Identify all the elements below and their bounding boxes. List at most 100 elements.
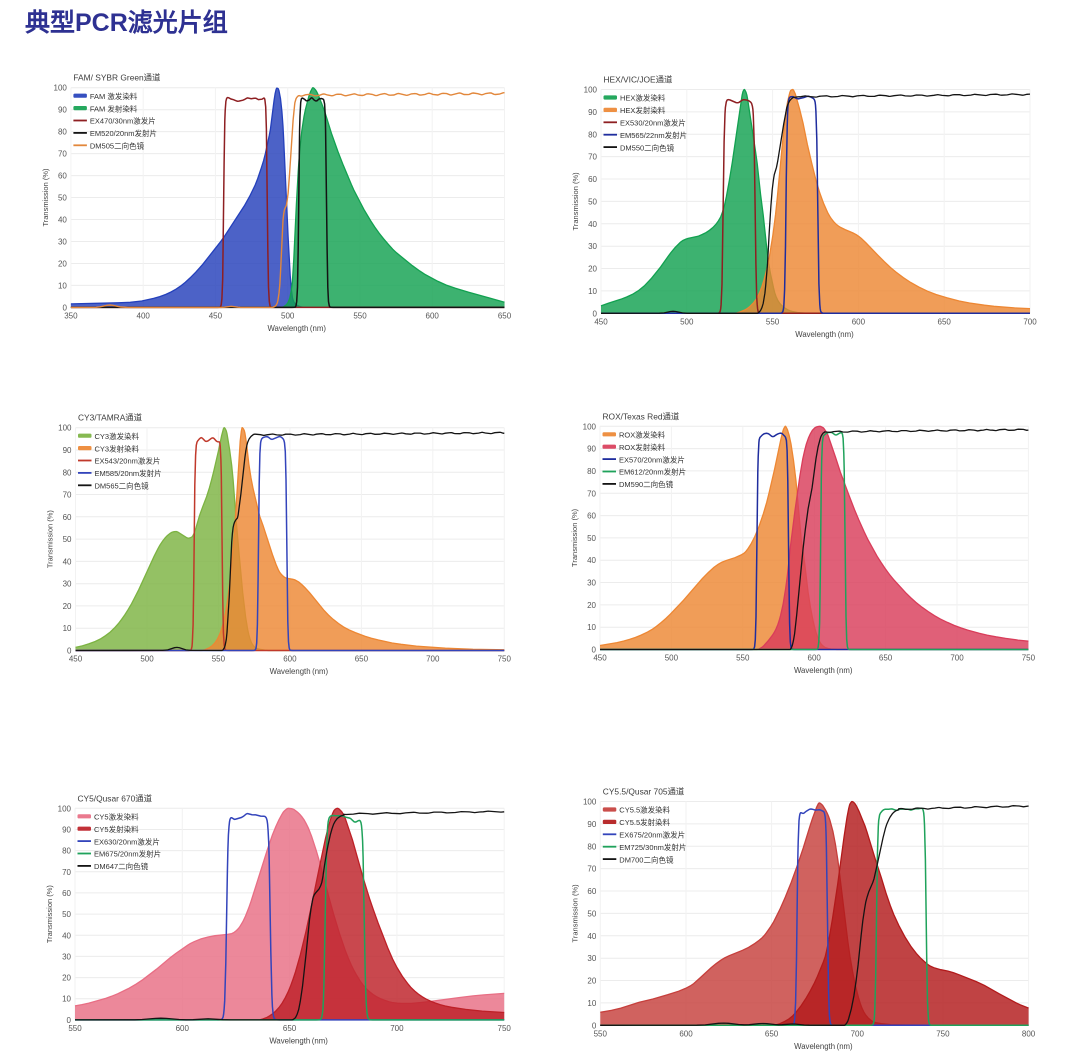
svg-text:550: 550 bbox=[353, 311, 367, 320]
svg-text:20: 20 bbox=[58, 260, 67, 269]
svg-text:750: 750 bbox=[936, 1029, 950, 1038]
svg-text:EX630/20nm激发片: EX630/20nm激发片 bbox=[94, 836, 160, 846]
svg-text:70: 70 bbox=[62, 868, 71, 877]
svg-text:600: 600 bbox=[808, 654, 822, 663]
svg-text:50: 50 bbox=[587, 909, 596, 918]
svg-text:600: 600 bbox=[679, 1029, 693, 1038]
svg-text:750: 750 bbox=[498, 655, 512, 664]
svg-text:10: 10 bbox=[587, 999, 596, 1008]
svg-text:EM612/20nm发射片: EM612/20nm发射片 bbox=[619, 467, 686, 477]
svg-text:0: 0 bbox=[67, 647, 72, 656]
svg-text:0: 0 bbox=[592, 1021, 597, 1030]
svg-text:700: 700 bbox=[390, 1024, 404, 1033]
svg-text:100: 100 bbox=[58, 804, 72, 813]
svg-text:CY5.5激发染料: CY5.5激发染料 bbox=[619, 805, 670, 815]
svg-text:50: 50 bbox=[63, 535, 72, 544]
svg-text:40: 40 bbox=[587, 932, 596, 941]
svg-text:800: 800 bbox=[1022, 1029, 1036, 1038]
svg-text:30: 30 bbox=[58, 238, 67, 247]
svg-text:80: 80 bbox=[58, 128, 67, 137]
svg-text:90: 90 bbox=[588, 108, 597, 117]
svg-text:60: 60 bbox=[587, 512, 596, 521]
svg-text:10: 10 bbox=[62, 995, 71, 1004]
svg-text:100: 100 bbox=[58, 424, 72, 433]
svg-text:550: 550 bbox=[766, 317, 780, 326]
svg-text:50: 50 bbox=[587, 534, 596, 543]
svg-text:10: 10 bbox=[58, 281, 67, 290]
svg-text:Transmission (%): Transmission (%) bbox=[570, 884, 579, 943]
svg-text:90: 90 bbox=[58, 106, 67, 115]
svg-text:30: 30 bbox=[588, 242, 597, 251]
svg-text:60: 60 bbox=[58, 172, 67, 181]
svg-text:650: 650 bbox=[283, 1024, 297, 1033]
svg-text:30: 30 bbox=[62, 952, 71, 961]
svg-text:500: 500 bbox=[680, 317, 694, 326]
svg-text:Wavelength (nm): Wavelength (nm) bbox=[795, 330, 854, 339]
svg-text:EM725/30nm发射片: EM725/30nm发射片 bbox=[619, 842, 686, 852]
svg-text:DM647二向色镜: DM647二向色镜 bbox=[94, 861, 149, 871]
svg-text:450: 450 bbox=[209, 311, 223, 320]
svg-text:EX470/30nm激发片: EX470/30nm激发片 bbox=[90, 116, 156, 126]
svg-text:EM520/20nm发射片: EM520/20nm发射片 bbox=[90, 128, 157, 138]
svg-text:30: 30 bbox=[587, 954, 596, 963]
svg-text:20: 20 bbox=[587, 601, 596, 610]
svg-text:50: 50 bbox=[62, 910, 71, 919]
svg-text:EM675/20nm发射片: EM675/20nm发射片 bbox=[94, 849, 161, 859]
svg-text:40: 40 bbox=[588, 220, 597, 229]
svg-text:550: 550 bbox=[68, 1024, 82, 1033]
svg-text:600: 600 bbox=[852, 317, 866, 326]
svg-text:Wavelength (nm): Wavelength (nm) bbox=[269, 1036, 328, 1045]
svg-text:0: 0 bbox=[592, 646, 597, 655]
svg-text:700: 700 bbox=[1023, 317, 1037, 326]
svg-text:70: 70 bbox=[63, 491, 72, 500]
svg-text:600: 600 bbox=[176, 1024, 190, 1033]
svg-text:Wavelength (nm): Wavelength (nm) bbox=[794, 1042, 853, 1051]
svg-text:HEX发射染料: HEX发射染料 bbox=[620, 105, 666, 115]
svg-text:CY3激发染料: CY3激发染料 bbox=[95, 431, 140, 441]
svg-text:EX675/20nm激发片: EX675/20nm激发片 bbox=[619, 830, 685, 840]
svg-text:600: 600 bbox=[283, 655, 297, 664]
svg-text:50: 50 bbox=[588, 197, 597, 206]
svg-text:650: 650 bbox=[355, 655, 369, 664]
svg-text:DM700二向色镜: DM700二向色镜 bbox=[619, 854, 674, 864]
svg-text:CY5发射染料: CY5发射染料 bbox=[94, 824, 139, 834]
svg-text:HEX/VIC/JOE通道: HEX/VIC/JOE通道 bbox=[604, 75, 673, 85]
svg-text:10: 10 bbox=[63, 624, 72, 633]
svg-text:80: 80 bbox=[587, 467, 596, 476]
svg-text:70: 70 bbox=[587, 489, 596, 498]
svg-text:80: 80 bbox=[62, 847, 71, 856]
svg-text:60: 60 bbox=[62, 889, 71, 898]
svg-text:50: 50 bbox=[58, 194, 67, 203]
svg-text:40: 40 bbox=[63, 557, 72, 566]
svg-text:450: 450 bbox=[69, 655, 83, 664]
svg-text:60: 60 bbox=[63, 513, 72, 522]
svg-text:450: 450 bbox=[593, 654, 607, 663]
svg-text:0: 0 bbox=[593, 309, 598, 318]
svg-text:CY3发射染料: CY3发射染料 bbox=[95, 443, 140, 453]
svg-text:100: 100 bbox=[54, 84, 68, 93]
svg-text:CY5激发染料: CY5激发染料 bbox=[94, 812, 139, 822]
svg-text:10: 10 bbox=[587, 623, 596, 632]
svg-text:DM550二向色镜: DM550二向色镜 bbox=[620, 142, 675, 152]
svg-text:750: 750 bbox=[1022, 654, 1036, 663]
svg-text:Transmission (%): Transmission (%) bbox=[570, 508, 579, 567]
svg-text:80: 80 bbox=[63, 468, 72, 477]
svg-text:90: 90 bbox=[63, 446, 72, 455]
svg-text:FAM/ SYBR Green通道: FAM/ SYBR Green通道 bbox=[73, 73, 161, 83]
svg-text:100: 100 bbox=[583, 422, 597, 431]
svg-text:650: 650 bbox=[879, 654, 893, 663]
svg-text:CY5.5/Qusar 705通道: CY5.5/Qusar 705通道 bbox=[603, 787, 685, 797]
svg-text:550: 550 bbox=[212, 655, 226, 664]
svg-text:40: 40 bbox=[587, 556, 596, 565]
svg-text:80: 80 bbox=[588, 130, 597, 139]
svg-text:EX543/20nm激发片: EX543/20nm激发片 bbox=[95, 456, 161, 466]
svg-text:10: 10 bbox=[588, 287, 597, 296]
svg-text:EM585/20nm发射片: EM585/20nm发射片 bbox=[95, 468, 162, 478]
svg-text:Transmission (%): Transmission (%) bbox=[46, 510, 55, 569]
svg-text:30: 30 bbox=[63, 580, 72, 589]
svg-text:DM565二向色镜: DM565二向色镜 bbox=[95, 481, 150, 491]
svg-text:60: 60 bbox=[587, 887, 596, 896]
svg-text:60: 60 bbox=[588, 175, 597, 184]
svg-text:90: 90 bbox=[587, 445, 596, 454]
svg-text:700: 700 bbox=[426, 655, 440, 664]
